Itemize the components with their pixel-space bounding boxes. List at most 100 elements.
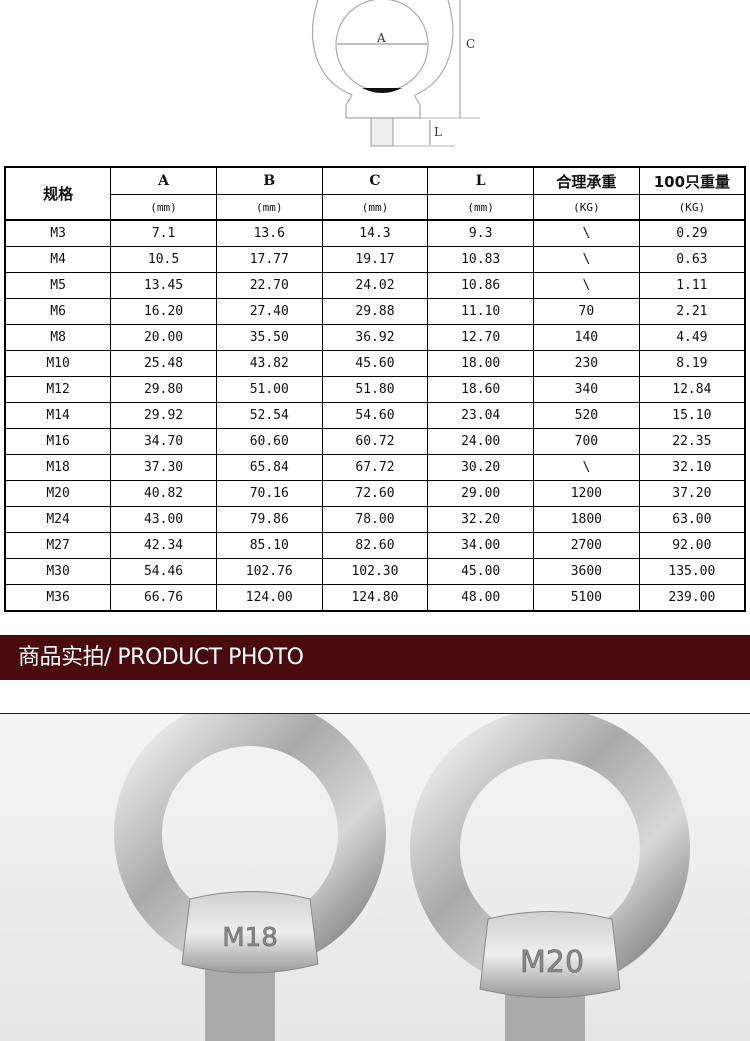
table-row: M12 29.80 51.00 51.80 18.60 340 12.84 <box>4 376 746 403</box>
value-cell: 10.86 <box>427 272 535 299</box>
value-cell: 82.60 <box>321 532 429 559</box>
spec-header: 规格 <box>4 166 112 221</box>
spec-cell: M36 <box>4 584 112 612</box>
value-cell: 65.84 <box>215 454 323 481</box>
spec-cell: M14 <box>4 402 112 429</box>
value-cell: 30.20 <box>427 454 535 481</box>
value-cell: 124.80 <box>321 584 429 612</box>
value-cell: 102.76 <box>215 558 323 585</box>
spec-cell: M18 <box>4 454 112 481</box>
col-unit: (mm) <box>215 194 323 221</box>
value-cell: 34.70 <box>110 428 217 455</box>
value-cell: 1800 <box>533 506 640 533</box>
col-header: 100只重量 <box>638 166 746 195</box>
value-cell: 1200 <box>533 480 640 507</box>
value-cell: 66.76 <box>110 584 217 612</box>
col-header: 合理承重 <box>533 166 640 195</box>
product-photo-banner: 商品实拍/ PRODUCT PHOTO <box>0 635 750 680</box>
spec-cell: M27 <box>4 532 112 559</box>
value-cell: 520 <box>533 402 640 429</box>
table-row: M36 66.76 124.00 124.80 48.00 5100 239.00 <box>4 584 746 612</box>
value-cell: 51.80 <box>321 376 429 403</box>
value-cell: 29.80 <box>110 376 217 403</box>
value-cell: 10.5 <box>110 246 217 273</box>
eye-bolt-left: M18 <box>114 714 386 1041</box>
spec-table: 规格 A B C L 合理承重 100只重量 (mm) (mm) (mm) (m… <box>4 166 746 612</box>
value-cell: 42.34 <box>110 532 217 559</box>
value-cell: 700 <box>533 428 640 455</box>
value-cell: 18.00 <box>427 350 535 377</box>
bolt-left-mark: M18 <box>222 923 278 953</box>
value-cell: \ <box>533 246 640 273</box>
value-cell: 34.00 <box>427 532 535 559</box>
value-cell: 19.17 <box>321 246 429 273</box>
value-cell: 239.00 <box>638 584 746 612</box>
value-cell: 27.40 <box>215 298 323 325</box>
value-cell: 29.92 <box>110 402 217 429</box>
value-cell: 4.49 <box>638 324 746 351</box>
table-row: M27 42.34 85.10 82.60 34.00 2700 92.00 <box>4 532 746 559</box>
table-row: M8 20.00 35.50 36.92 12.70 140 4.49 <box>4 324 746 351</box>
value-cell: 5100 <box>533 584 640 612</box>
value-cell: 43.82 <box>215 350 323 377</box>
value-cell: 22.35 <box>638 428 746 455</box>
eye-bolt-dimension-diagram: A C L <box>312 0 480 147</box>
value-cell: 340 <box>533 376 640 403</box>
eye-bolt-right: M20 <box>410 714 690 1041</box>
value-cell: 7.1 <box>110 219 217 247</box>
value-cell: 60.60 <box>215 428 323 455</box>
spec-cell: M4 <box>4 246 112 273</box>
value-cell: 48.00 <box>427 584 535 612</box>
spec-cell: M24 <box>4 506 112 533</box>
value-cell: 140 <box>533 324 640 351</box>
value-cell: 20.00 <box>110 324 217 351</box>
value-cell: 37.20 <box>638 480 746 507</box>
value-cell: 52.54 <box>215 402 323 429</box>
spec-cell: M3 <box>4 219 112 247</box>
table-row: M18 37.30 65.84 67.72 30.20 \ 32.10 <box>4 454 746 481</box>
value-cell: 32.20 <box>427 506 535 533</box>
table-row: M24 43.00 79.86 78.00 32.20 1800 63.00 <box>4 506 746 533</box>
value-cell: 35.50 <box>215 324 323 351</box>
spec-cell: M10 <box>4 350 112 377</box>
col-header: C <box>321 166 429 195</box>
value-cell: 51.00 <box>215 376 323 403</box>
table-row: M6 16.20 27.40 29.88 11.10 70 2.21 <box>4 298 746 325</box>
label-c: C <box>466 37 475 51</box>
value-cell: 2.21 <box>638 298 746 325</box>
value-cell: 37.30 <box>110 454 217 481</box>
value-cell: 9.3 <box>427 219 535 247</box>
value-cell: 60.72 <box>321 428 429 455</box>
value-cell: 72.60 <box>321 480 429 507</box>
table-row: M10 25.48 43.82 45.60 18.00 230 8.19 <box>4 350 746 377</box>
spec-cell: M6 <box>4 298 112 325</box>
spec-cell: M12 <box>4 376 112 403</box>
value-cell: 29.00 <box>427 480 535 507</box>
value-cell: 12.70 <box>427 324 535 351</box>
product-photo: M18 M20 <box>0 714 750 1041</box>
value-cell: 70.16 <box>215 480 323 507</box>
spec-cell: M8 <box>4 324 112 351</box>
value-cell: \ <box>533 272 640 299</box>
value-cell: 32.10 <box>638 454 746 481</box>
value-cell: 54.46 <box>110 558 217 585</box>
col-unit: (KG) <box>533 194 640 221</box>
value-cell: 92.00 <box>638 532 746 559</box>
value-cell: 124.00 <box>215 584 323 612</box>
value-cell: 45.60 <box>321 350 429 377</box>
value-cell: 40.82 <box>110 480 217 507</box>
value-cell: 11.10 <box>427 298 535 325</box>
value-cell: 0.63 <box>638 246 746 273</box>
value-cell: 24.02 <box>321 272 429 299</box>
spec-cell: M16 <box>4 428 112 455</box>
value-cell: 23.04 <box>427 402 535 429</box>
value-cell: 18.60 <box>427 376 535 403</box>
value-cell: 79.86 <box>215 506 323 533</box>
col-unit: (mm) <box>427 194 535 221</box>
value-cell: 3600 <box>533 558 640 585</box>
spec-cell: M20 <box>4 480 112 507</box>
col-unit: (mm) <box>110 194 217 221</box>
value-cell: 17.77 <box>215 246 323 273</box>
value-cell: 15.10 <box>638 402 746 429</box>
spec-cell: M5 <box>4 272 112 299</box>
